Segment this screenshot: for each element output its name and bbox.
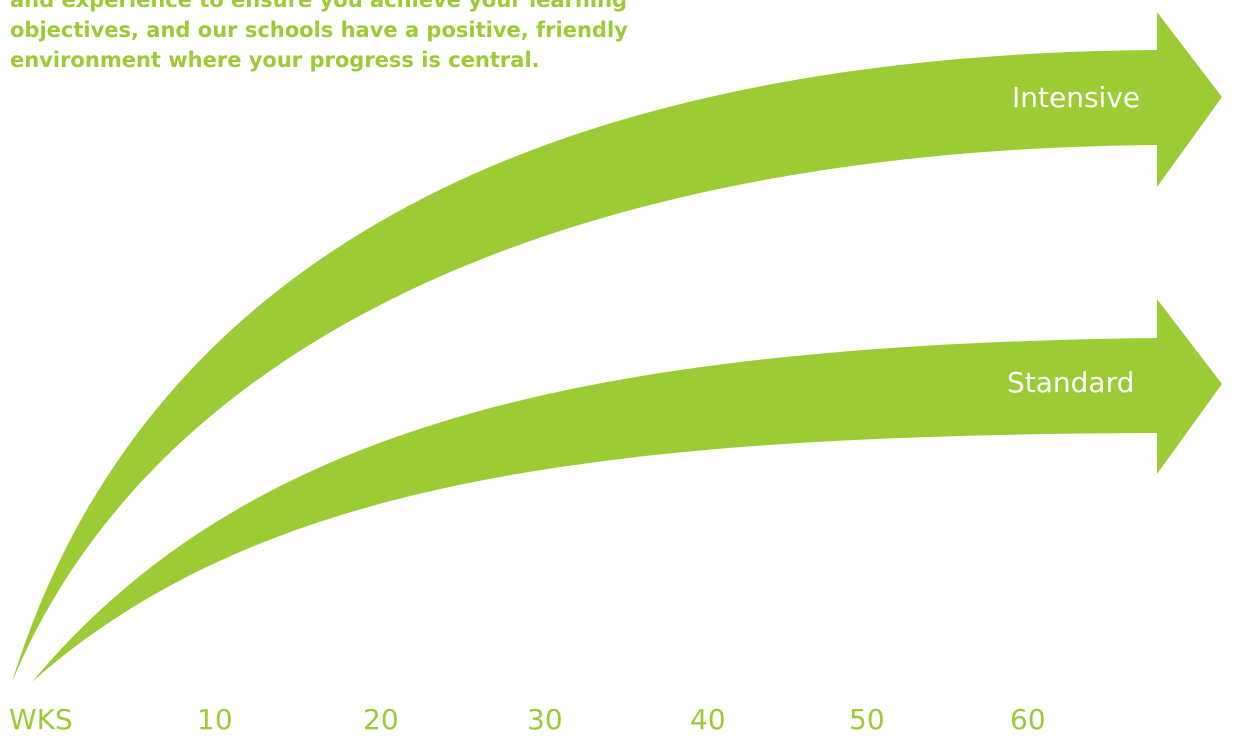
axis-tick-20: 20 — [363, 703, 399, 736]
axis-tick-10: 10 — [197, 703, 233, 736]
standard-arrow-label: Standard — [1007, 366, 1135, 399]
intensive-arrow-label: Intensive — [1012, 81, 1141, 114]
axis-tick-30: 30 — [527, 703, 563, 736]
axis-tick-40: 40 — [690, 703, 726, 736]
axis-tick-60: 60 — [1010, 703, 1046, 736]
intensive-arrow — [12, 12, 1222, 682]
intro-line-1: and experience to ensure you achieve you… — [10, 0, 628, 12]
intro-line-3: environment where your progress is centr… — [10, 48, 540, 72]
standard-arrow — [32, 299, 1222, 682]
axis-tick-50: 50 — [849, 703, 885, 736]
weeks-axis: WKS 10 20 30 40 50 60 — [0, 700, 1257, 740]
intro-text: and experience to ensure you achieve you… — [10, 0, 690, 75]
axis-unit-label: WKS — [9, 703, 73, 736]
intro-line-2: objectives, and our schools have a posit… — [10, 18, 628, 42]
